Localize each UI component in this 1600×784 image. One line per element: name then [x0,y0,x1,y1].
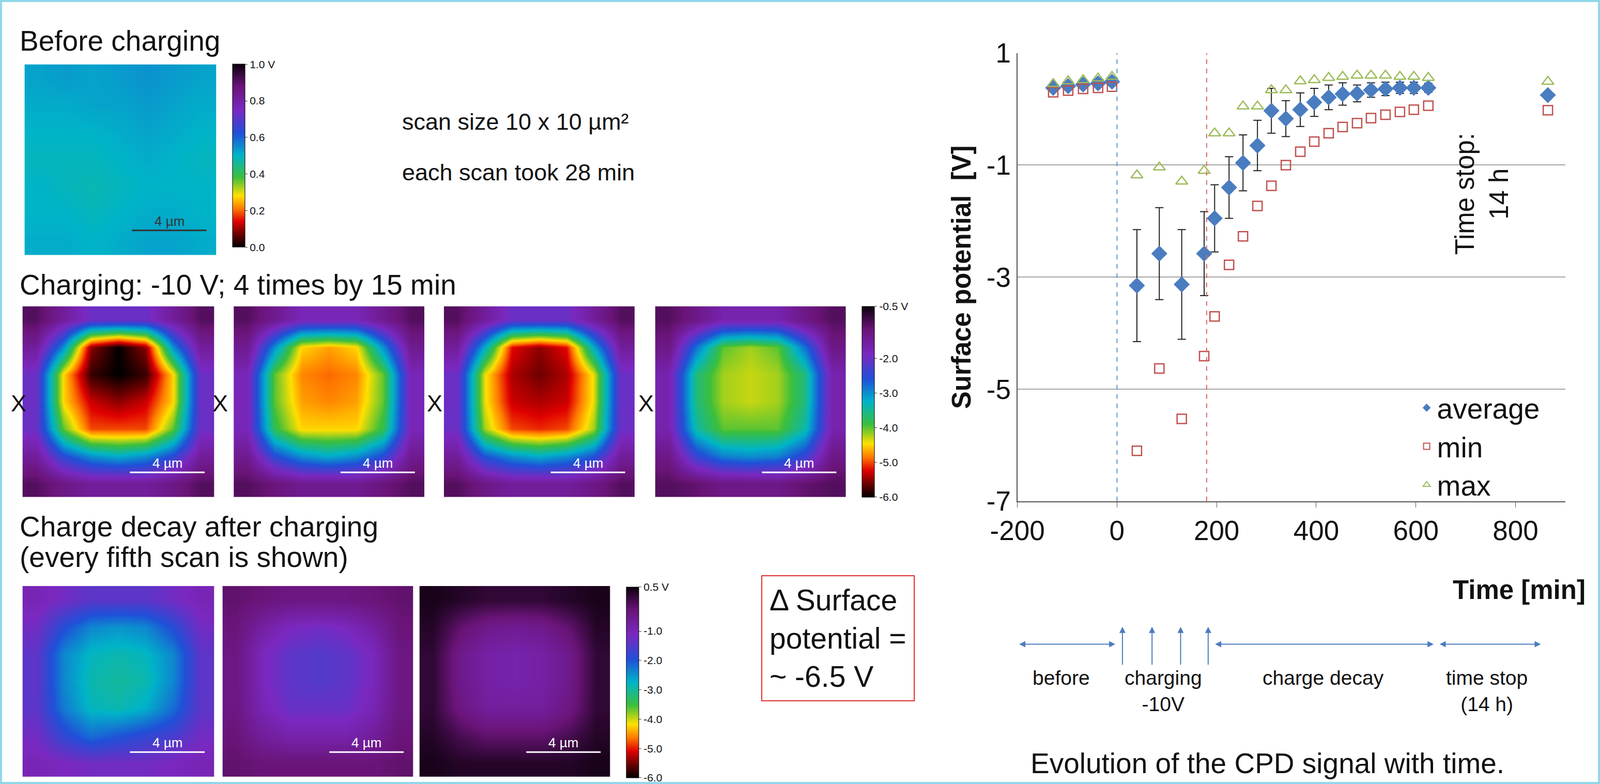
svg-text:4 µm: 4 µm [152,734,183,751]
svg-text:X: X [10,390,27,417]
svg-text:Time stop:14 h: Time stop:14 h [1450,132,1514,255]
svg-text:4 µm: 4 µm [351,734,382,751]
svg-text:time stop(14 h): time stop(14 h) [1445,666,1528,716]
svg-text:X: X [212,390,228,417]
svg-text:X: X [426,390,443,417]
svg-text:charging-10V: charging-10V [1124,666,1203,716]
svg-text:4 µm: 4 µm [573,455,604,471]
svg-text:-5.0: -5.0 [643,742,663,755]
svg-text:600: 600 [1392,515,1439,546]
svg-text:-3.0: -3.0 [879,387,898,399]
svg-text:Time [min]: Time [min] [1452,575,1586,605]
svg-text:-200: -200 [990,515,1045,546]
svg-text:4 µm: 4 µm [152,455,183,471]
svg-text:min: min [1437,431,1484,464]
svg-text:max: max [1437,469,1491,502]
svg-text:average: average [1437,392,1541,425]
svg-text:Before charging: Before charging [19,24,221,57]
svg-text:charge decay: charge decay [1262,666,1384,689]
svg-text:-6.0: -6.0 [879,490,898,503]
svg-text:1: 1 [995,37,1011,69]
svg-text:200: 200 [1193,515,1240,546]
svg-text:-3: -3 [986,262,1011,293]
svg-text:scan size 10 x 10 µm²: scan size 10 x 10 µm² [402,108,629,135]
svg-text:4 µm: 4 µm [548,734,579,751]
svg-text:-2.0: -2.0 [879,352,898,365]
svg-text:-5.0: -5.0 [879,456,898,469]
svg-text:-7: -7 [986,485,1011,517]
svg-text:before: before [1032,666,1090,689]
svg-text:Δ Surfacepotential =~ -6.5 V: Δ Surfacepotential =~ -6.5 V [769,583,907,694]
svg-text:4 µm: 4 µm [783,455,814,471]
svg-text:0: 0 [1109,515,1125,546]
svg-text:X: X [638,390,654,417]
svg-text:0.8: 0.8 [249,94,265,107]
svg-text:1.0 V: 1.0 V [249,58,275,71]
svg-text:0.5 V: 0.5 V [643,580,669,593]
svg-text:-0.5 V: -0.5 V [879,300,909,313]
svg-text:4 µm: 4 µm [362,455,393,471]
svg-text:4 µm: 4 µm [154,213,185,229]
svg-text:-6.0: -6.0 [643,771,663,784]
svg-text:each scan took 28 min: each scan took 28 min [402,159,635,186]
svg-text:-3.0: -3.0 [643,683,663,696]
svg-text:400: 400 [1293,515,1340,546]
svg-text:0.2: 0.2 [249,204,265,217]
svg-text:-1.0: -1.0 [643,624,663,637]
svg-text:-4.0: -4.0 [879,421,898,434]
svg-text:Charging: -10 V; 4 times by 15: Charging: -10 V; 4 times by 15 min [19,268,457,301]
svg-text:-2.0: -2.0 [643,654,663,667]
svg-text:800: 800 [1492,515,1538,546]
svg-text:-1: -1 [986,149,1011,181]
svg-text:0.6: 0.6 [249,131,265,144]
svg-text:-4.0: -4.0 [643,713,663,726]
svg-text:Charge decay after charging: Charge decay after charging [19,510,379,543]
svg-text:0.0: 0.0 [249,241,265,254]
svg-text:Surface potential [V]: Surface potential [V] [946,145,977,409]
svg-text:(every fifth scan is shown): (every fifth scan is shown) [19,541,349,574]
svg-text:Evolution of the CPD signal wi: Evolution of the CPD signal with time. [1030,747,1505,780]
svg-text:-5: -5 [986,374,1011,405]
svg-text:0.4: 0.4 [249,167,266,180]
